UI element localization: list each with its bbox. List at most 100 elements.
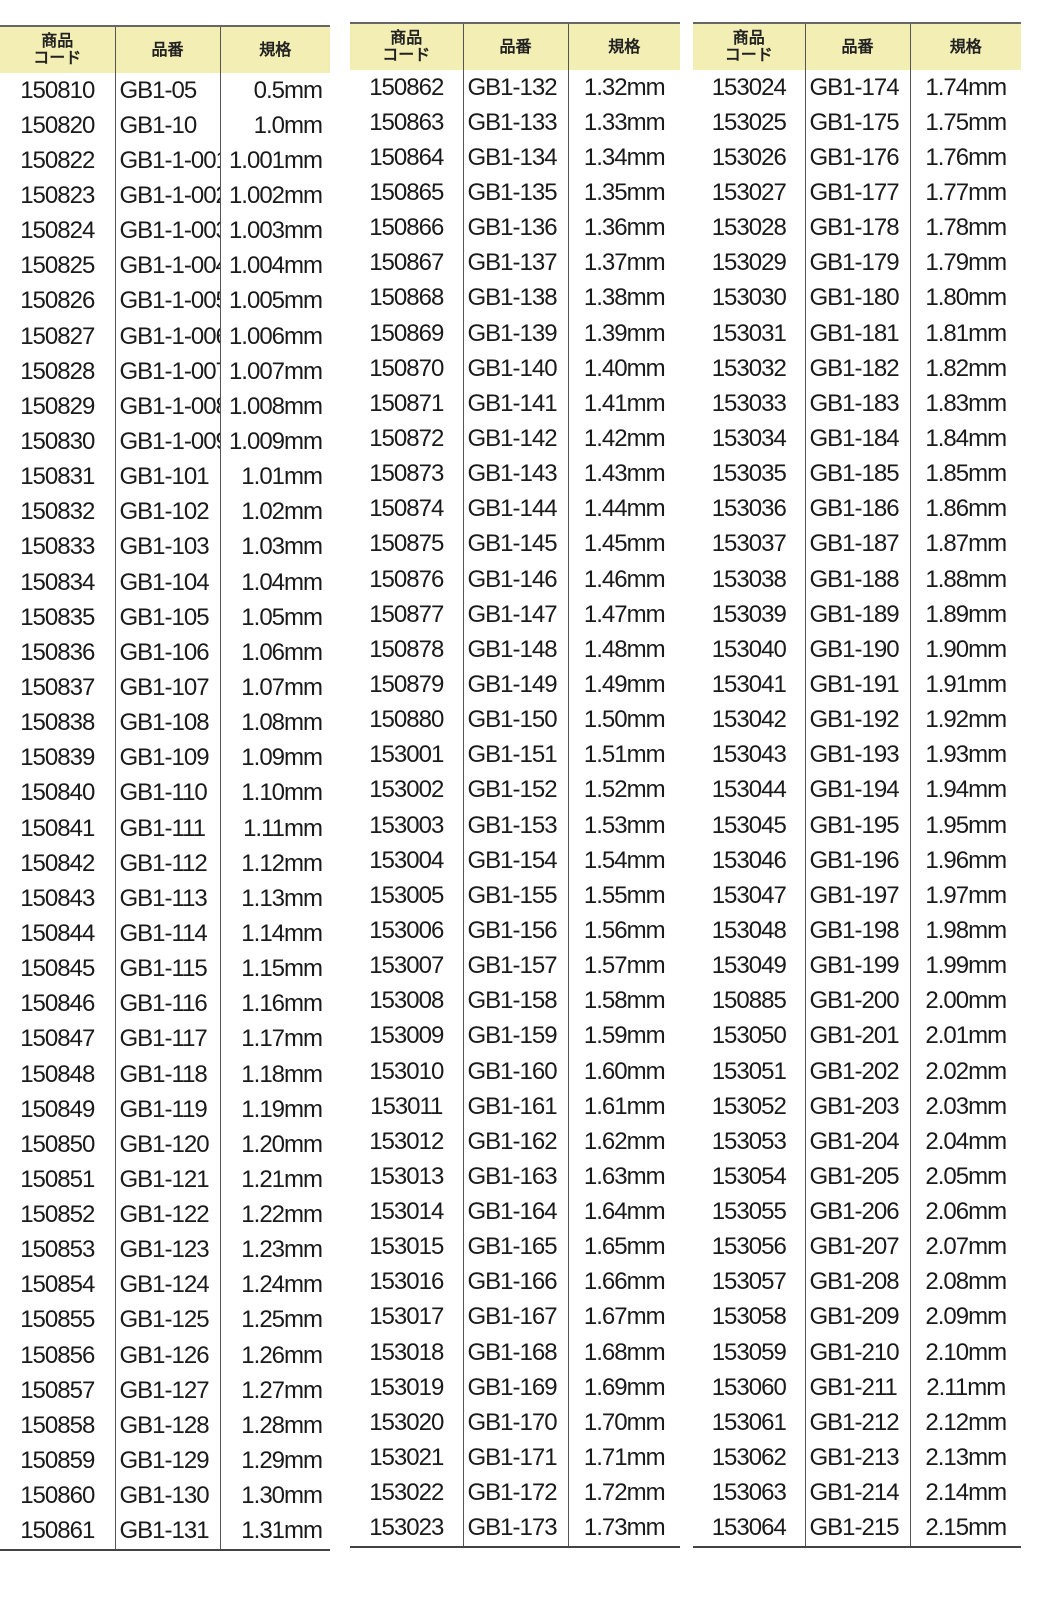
- table-row: 153014 GB1-164 1.64mm: [350, 1194, 680, 1230]
- product-code-cell: 153034: [711, 424, 787, 452]
- spec-cell: 1.04mm: [219, 564, 330, 601]
- table-row: 153023 GB1-173 1.73mm: [350, 1510, 680, 1547]
- table-row: 153061 GB1-212 2.12mm: [693, 1405, 1021, 1441]
- item-number-cell: GB1-105: [114, 600, 220, 636]
- table-row: 150837 GB1-107 1.07mm: [0, 670, 330, 706]
- table-row: 150853 GB1-123 1.23mm: [0, 1232, 330, 1268]
- spec-cell: 1.86mm: [909, 491, 1021, 527]
- product-code-cell: 150885: [711, 987, 787, 1015]
- spec-cell: 1.91mm: [909, 667, 1021, 703]
- product-code-cell: 153004: [369, 846, 444, 874]
- item-number-cell: GB1-194: [804, 772, 910, 808]
- spec-cell: 1.15mm: [219, 951, 330, 987]
- spec-cell: 2.01mm: [909, 1018, 1021, 1054]
- product-code-cell: 150871: [369, 389, 444, 417]
- item-number-cell: GB1-172: [462, 1475, 568, 1511]
- spec-cell: 1.90mm: [909, 632, 1021, 668]
- product-code-cell: 150834: [20, 568, 95, 596]
- table-row: 150831 GB1-101 1.01mm: [0, 459, 330, 495]
- table-row: 150865 GB1-135 1.35mm: [350, 175, 680, 211]
- header-item-number: 品番: [114, 25, 220, 73]
- spec-cell: 1.85mm: [909, 456, 1021, 492]
- spec-cell: 1.76mm: [909, 140, 1021, 176]
- item-number-cell: GB1-195: [804, 807, 910, 844]
- product-code-cell: 150880: [369, 706, 444, 734]
- product-code-cell: 150844: [20, 919, 95, 947]
- table-row: 153028 GB1-178 1.78mm: [693, 210, 1021, 246]
- product-code-cell: 153008: [369, 987, 444, 1015]
- header-spec: 規格: [219, 25, 330, 73]
- item-number-cell: GB1-206: [804, 1194, 910, 1230]
- table-row: 153025 GB1-175 1.75mm: [693, 105, 1021, 141]
- table-row: 153002 GB1-152 1.52mm: [350, 772, 680, 808]
- spec-cell: 1.54mm: [567, 843, 680, 879]
- table-row: 153021 GB1-171 1.71mm: [350, 1440, 680, 1476]
- table-row: 153037 GB1-187 1.87mm: [693, 526, 1021, 562]
- table-row: 153062 GB1-213 2.13mm: [693, 1440, 1021, 1476]
- item-number-cell: GB1-182: [804, 351, 910, 387]
- product-code-cell: 150854: [20, 1271, 95, 1299]
- table-row: 150836 GB1-106 1.06mm: [0, 635, 330, 671]
- table-row: 150860 GB1-130 1.30mm: [0, 1478, 330, 1514]
- product-code-cell: 150825: [20, 252, 95, 280]
- spec-cell: 2.08mm: [909, 1264, 1021, 1300]
- product-code-cell: 150866: [369, 214, 444, 242]
- item-number-cell: GB1-215: [804, 1510, 910, 1547]
- spec-cell: 1.11mm: [219, 810, 330, 847]
- table-row: 153006 GB1-156 1.56mm: [350, 913, 680, 949]
- table-row: 150843 GB1-113 1.13mm: [0, 881, 330, 917]
- table-row: 150844 GB1-114 1.14mm: [0, 916, 330, 952]
- table-row: 150877 GB1-147 1.47mm: [350, 597, 680, 633]
- header-row: 商品 コード 品番 規格: [693, 22, 1021, 70]
- table-row: 153032 GB1-182 1.82mm: [693, 351, 1021, 387]
- item-number-cell: GB1-190: [804, 632, 910, 668]
- product-code-cell: 150843: [20, 884, 95, 912]
- spec-cell: 1.88mm: [909, 561, 1021, 598]
- table-row: 153060 GB1-211 2.11mm: [693, 1370, 1021, 1406]
- product-code-cell: 153028: [711, 214, 787, 242]
- item-number-cell: GB1-1-009: [114, 424, 220, 460]
- spec-cell: 1.48mm: [567, 632, 680, 668]
- table-row: 150867 GB1-137 1.37mm: [350, 245, 680, 281]
- product-code-cell: 153053: [711, 1127, 787, 1155]
- item-number-cell: GB1-152: [462, 772, 568, 808]
- product-code-cell: 150849: [20, 1095, 95, 1123]
- product-code-cell: 153040: [711, 635, 787, 663]
- item-number-cell: GB1-145: [462, 526, 568, 562]
- item-number-cell: GB1-1-002: [114, 178, 220, 214]
- item-number-cell: GB1-117: [114, 1021, 220, 1057]
- item-number-cell: GB1-120: [114, 1127, 220, 1163]
- item-number-cell: GB1-136: [462, 210, 568, 246]
- product-code-cell: 150829: [20, 392, 95, 420]
- item-number-cell: GB1-114: [114, 916, 220, 952]
- spec-cell: 1.97mm: [909, 878, 1021, 914]
- spec-cell: 1.24mm: [219, 1267, 330, 1303]
- spec-cell: 1.60mm: [567, 1053, 680, 1090]
- product-code-cell: 153014: [369, 1198, 444, 1226]
- product-code-cell: 153048: [711, 916, 787, 944]
- product-code-cell: 150867: [369, 249, 444, 277]
- table-row: 153020 GB1-170 1.70mm: [350, 1405, 680, 1441]
- item-number-cell: GB1-154: [462, 843, 568, 879]
- table-row: 150810 GB1-05 0.5mm: [0, 73, 330, 109]
- product-code-cell: 153047: [711, 881, 787, 909]
- item-number-cell: GB1-176: [804, 140, 910, 176]
- spec-cell: 2.00mm: [909, 983, 1021, 1019]
- spec-cell: 1.87mm: [909, 526, 1021, 562]
- spec-cell: 1.20mm: [219, 1127, 330, 1163]
- product-code-cell: 153054: [711, 1162, 787, 1190]
- spec-cell: 1.53mm: [567, 807, 680, 844]
- spec-cell: 1.73mm: [567, 1510, 680, 1547]
- item-number-cell: GB1-104: [114, 564, 220, 601]
- item-number-cell: GB1-1-001: [114, 143, 220, 179]
- item-number-cell: GB1-130: [114, 1478, 220, 1514]
- item-number-cell: GB1-158: [462, 983, 568, 1019]
- item-number-cell: GB1-174: [804, 70, 910, 106]
- product-code-cell: 150833: [20, 533, 95, 561]
- table-row: 153024 GB1-174 1.74mm: [693, 70, 1021, 106]
- product-code-cell: 150864: [369, 143, 444, 171]
- product-code-cell: 150842: [20, 849, 95, 877]
- item-number-cell: GB1-185: [804, 456, 910, 492]
- product-code-cell: 153027: [711, 178, 787, 206]
- spec-cell: 2.14mm: [909, 1475, 1021, 1511]
